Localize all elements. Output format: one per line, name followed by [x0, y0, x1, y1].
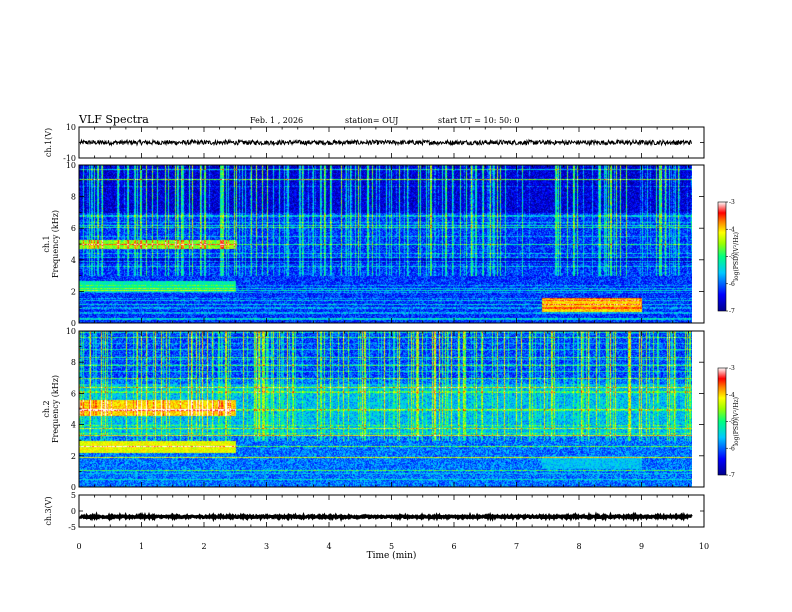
y-tick-label: 2	[71, 287, 76, 296]
y-tick-label: 6	[71, 389, 76, 398]
ch1-spectrogram-ticks: 0 2 4 6 8 10	[66, 161, 705, 328]
y-tick-label: 10	[66, 123, 76, 132]
y-tick-label: 0	[71, 483, 76, 492]
y-tick-label: 10	[66, 161, 76, 170]
colorbar-tick-label: -7	[729, 308, 735, 315]
x-tick-label: 10	[699, 542, 709, 551]
ch1-ticks: 10 -10	[63, 123, 705, 163]
ch1-channel-label: ch.1	[42, 235, 51, 252]
ch2-spectrogram-panel: 0 2 4 6 8 10 ch.2 Frequency (kHz) -3 -4 -5 -6 -7 l…	[42, 327, 740, 492]
y-tick-label: 0	[71, 507, 76, 516]
ch2-spectrogram-image	[79, 331, 692, 487]
y-tick-label: 4	[71, 256, 76, 265]
colorbar-label: log(PSD)(V²/Hz)	[733, 232, 740, 281]
x-tick-label: 4	[326, 542, 331, 551]
colorbar-tick-label: -5	[729, 419, 735, 426]
x-tick-label: 5	[389, 542, 394, 551]
ch3-ticks: 5 0 -5 0 1 2 3 4 5 6 7 8 9 10	[68, 491, 709, 551]
colorbar-tick-label: -4	[729, 392, 735, 399]
y-tick-label: 0	[71, 319, 76, 328]
colorbar-tick-label: -4	[729, 226, 735, 233]
colorbar-tick-label: -6	[729, 281, 735, 288]
x-tick-label: 6	[451, 542, 456, 551]
start-time-label: start UT = 10: 50: 0	[438, 116, 519, 125]
x-tick-label: 2	[201, 542, 206, 551]
y-tick-label: 2	[71, 452, 76, 461]
ch3-waveform-panel: 5 0 -5 0 1 2 3 4 5 6 7 8 9 10 ch.3(V) Time (min)	[44, 491, 709, 561]
y-tick-label: 8	[71, 358, 76, 367]
ch1-spectrogram-panel: 0 2 4 6 8 10 ch.1 Frequency (kHz) -3 -4 -5 -6 -7 l…	[42, 161, 740, 328]
ch3-waveform-trace	[78, 511, 693, 523]
y-tick-label: -5	[68, 523, 76, 532]
ch1-colorbar: -3 -4 -5 -6 -7 log(PSD)(V²/Hz)	[717, 199, 740, 315]
colorbar-tick-label: -5	[729, 254, 735, 261]
y-tick-label: 8	[71, 193, 76, 202]
figure-title: VLF Spectra	[78, 113, 149, 126]
x-tick-label: 9	[639, 542, 644, 551]
ch1-y-axis-label: ch.1(V)	[44, 128, 53, 157]
ch2-channel-label: ch.2	[42, 400, 51, 417]
colorbar-tick-label: -3	[729, 199, 735, 206]
ch1-spectrogram-image	[79, 165, 692, 323]
ch2-colorbar: -3 -4 -5 -6 -7 log(PSD)(V²/Hz)	[717, 365, 740, 479]
ch1-waveform-trace	[79, 138, 692, 147]
y-tick-label: -10	[63, 154, 76, 163]
colorbar-tick-label: -3	[729, 365, 735, 372]
ch1-frequency-label: Frequency (kHz)	[51, 210, 60, 278]
y-tick-label: 4	[71, 421, 76, 430]
colorbar-tick-label: -6	[729, 445, 735, 452]
colorbar-label: log(PSD)(V²/Hz)	[733, 397, 740, 446]
y-tick-label: 5	[71, 491, 76, 500]
ch2-frequency-label: Frequency (kHz)	[51, 375, 60, 443]
ch3-y-axis-label: ch.3(V)	[44, 496, 53, 525]
y-tick-label: 10	[66, 327, 76, 336]
colorbar-scale	[717, 367, 727, 476]
x-tick-label: 1	[139, 542, 144, 551]
x-axis-label: Time (min)	[367, 550, 417, 561]
x-tick-label: 3	[264, 542, 269, 551]
station-label: station= OUJ	[345, 116, 398, 125]
date-label: Feb. 1 , 2026	[250, 116, 303, 125]
y-tick-label: 6	[71, 224, 76, 233]
x-tick-label: 0	[76, 542, 81, 551]
colorbar-tick-label: -7	[729, 472, 735, 479]
x-tick-label: 8	[576, 542, 581, 551]
ch1-waveform-panel: 10 -10 ch.1(V)	[44, 123, 705, 163]
x-tick-label: 7	[514, 542, 519, 551]
ch2-spectrogram-ticks: 0 2 4 6 8 10	[66, 327, 705, 492]
colorbar-scale	[717, 201, 727, 312]
